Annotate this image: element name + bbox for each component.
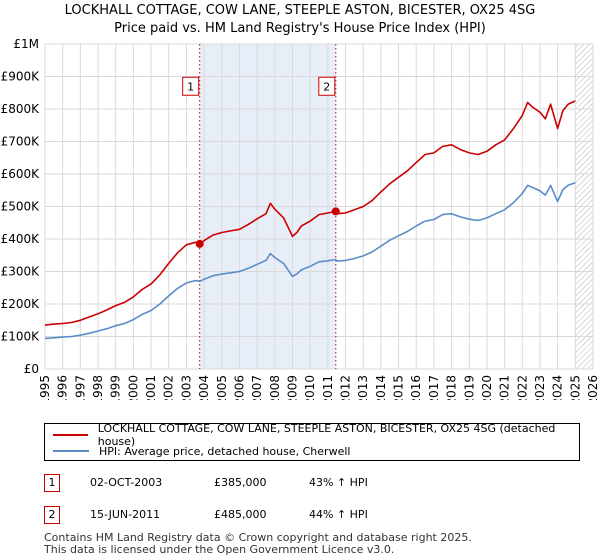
x-tick-label: 2016 — [409, 375, 423, 400]
x-tick-label: 2026 — [586, 375, 600, 400]
x-tick-label: 2012 — [339, 375, 353, 400]
x-tick-label: 1998 — [91, 375, 105, 400]
legend-item-property: LOCKHALL COTTAGE, COW LANE, STEEPLE ASTO… — [53, 422, 579, 448]
x-tick-label: 2025 — [568, 375, 582, 400]
x-tick-label: 2022 — [515, 375, 529, 400]
x-tick-label: 2015 — [392, 375, 406, 400]
chart-subtitle: Price paid vs. HM Land Registry's House … — [114, 21, 486, 36]
legend: LOCKHALL COTTAGE, COW LANE, STEEPLE ASTO… — [44, 422, 580, 461]
y-tick-label: £100K — [1, 330, 41, 344]
sale-hpi-change-2: 44% ↑ HPI — [309, 508, 368, 521]
x-tick-label: 1997 — [73, 375, 87, 400]
x-tick-label: 1995 — [38, 375, 52, 400]
sale-date-2: 15-JUN-2011 — [90, 508, 161, 521]
x-tick-label: 2018 — [445, 375, 459, 400]
x-tick-label: 2006 — [232, 375, 246, 400]
x-tick-label: 2019 — [462, 375, 476, 400]
x-tick-label: 2002 — [162, 375, 176, 400]
x-tick-label: 2001 — [144, 375, 158, 400]
y-tick-label: £300K — [1, 265, 41, 279]
x-tick-label: 2021 — [498, 375, 512, 400]
x-tick-label: 2007 — [250, 375, 264, 400]
y-tick-label: £600K — [1, 167, 41, 181]
legend-hpi-label: HPI: Average price, detached house, Cher… — [99, 444, 351, 458]
legend-property-label: LOCKHALL COTTAGE, COW LANE, STEEPLE ASTO… — [97, 422, 556, 448]
sale-date-1: 02-OCT-2003 — [90, 476, 163, 489]
x-tick-label: 2004 — [197, 375, 211, 400]
hpi-line — [44, 182, 576, 340]
x-tick-label: 2014 — [374, 375, 388, 400]
sale-badge-2: 2 — [44, 506, 60, 524]
property-price-line — [44, 100, 576, 326]
x-tick-label: 1996 — [56, 375, 70, 400]
x-tick-label: 2013 — [356, 375, 370, 400]
sale-badge-chart-1 — [182, 76, 200, 96]
x-tick-label: 2000 — [126, 375, 140, 400]
x-tick-label: 2005 — [215, 375, 229, 400]
x-tick-label: 2010 — [303, 375, 317, 400]
x-tick-label: 2024 — [551, 375, 565, 400]
chart-title: LOCKHALL COTTAGE, COW LANE, STEEPLE ASTO… — [64, 3, 536, 18]
sale-point-1 — [195, 239, 204, 248]
sale-badge-1: 1 — [44, 474, 60, 492]
legend-item-hpi: HPI: Average price, detached house, Cher… — [53, 443, 350, 459]
sale-hpi-change-1: 43% ↑ HPI — [309, 476, 368, 489]
legend-hpi-swatch — [53, 450, 89, 452]
sale-badge-chart-2 — [318, 76, 336, 96]
x-tick-label: 2017 — [427, 375, 441, 400]
y-tick-label: £0 — [24, 362, 39, 376]
x-tick-label: 2008 — [268, 375, 282, 400]
footer-copyright: Contains HM Land Registry data © Crown c… — [44, 531, 472, 544]
x-tick-label: 2009 — [285, 375, 299, 400]
y-tick-label: £400K — [1, 232, 41, 246]
x-tick-label: 1999 — [109, 375, 123, 400]
sale-badge-chart-label-1: 1 — [187, 80, 194, 93]
sale-price-2: £485,000 — [214, 508, 267, 521]
y-tick-label: £200K — [1, 297, 41, 311]
x-tick-label: 2011 — [321, 375, 335, 400]
y-tick-label: £1M — [13, 37, 39, 51]
sale-point-2 — [331, 207, 340, 216]
sale-price-1: £385,000 — [214, 476, 267, 489]
price-chart: £0 £100K £200K £300K £400K £500K £600K £700K £80… — [1, 37, 600, 400]
x-tick-label: 2003 — [179, 375, 193, 400]
y-tick-label: £700K — [1, 135, 41, 149]
legend-property-swatch — [53, 434, 88, 436]
y-tick-label: £800K — [1, 102, 41, 116]
footer-licence: This data is licensed under the Open Gov… — [44, 543, 395, 556]
x-tick-label: 2023 — [533, 375, 547, 400]
y-tick-label: £500K — [1, 200, 41, 214]
y-tick-label: £900K — [1, 70, 41, 84]
sale-badge-chart-label-2: 2 — [323, 80, 330, 93]
x-tick-label: 2020 — [480, 375, 494, 400]
